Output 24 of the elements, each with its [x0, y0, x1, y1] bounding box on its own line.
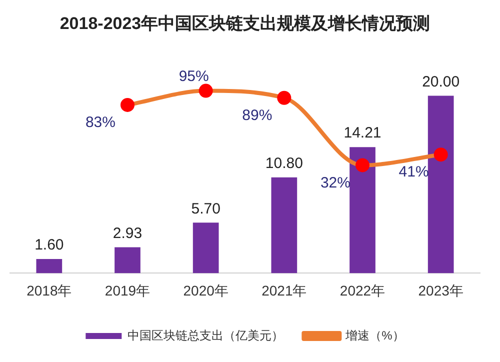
- data-label: 83%: [85, 114, 116, 132]
- bar: [114, 247, 140, 274]
- chart-title: 2018-2023年中国区块链支出规模及增长情况预测: [60, 14, 430, 33]
- data-label: 89%: [242, 107, 272, 124]
- data-label: 95%: [178, 68, 209, 85]
- data-label: 5.70: [191, 200, 220, 218]
- data-label: 2.93: [112, 224, 142, 242]
- data-label: 14.21: [344, 124, 382, 142]
- bar: [350, 147, 376, 274]
- x-tick-label: 2020年: [183, 282, 228, 298]
- x-tick-label: 2022年: [340, 282, 386, 298]
- legend-label: 中国区块链总支出（亿美元）: [128, 328, 284, 342]
- x-tick-label: 2021年: [262, 282, 307, 298]
- bar: [36, 259, 62, 274]
- data-label: 10.80: [265, 154, 303, 172]
- legend-label: 增速（%）: [344, 328, 404, 342]
- x-tick-label: 2019年: [104, 282, 150, 298]
- x-tick-label: 2018年: [26, 282, 72, 298]
- bar: [192, 222, 219, 274]
- data-label: 20.00: [422, 73, 460, 90]
- x-tick-label: 2023年: [418, 282, 464, 298]
- data-label: 1.60: [34, 236, 64, 254]
- bar: [428, 96, 454, 274]
- bar: [271, 177, 298, 274]
